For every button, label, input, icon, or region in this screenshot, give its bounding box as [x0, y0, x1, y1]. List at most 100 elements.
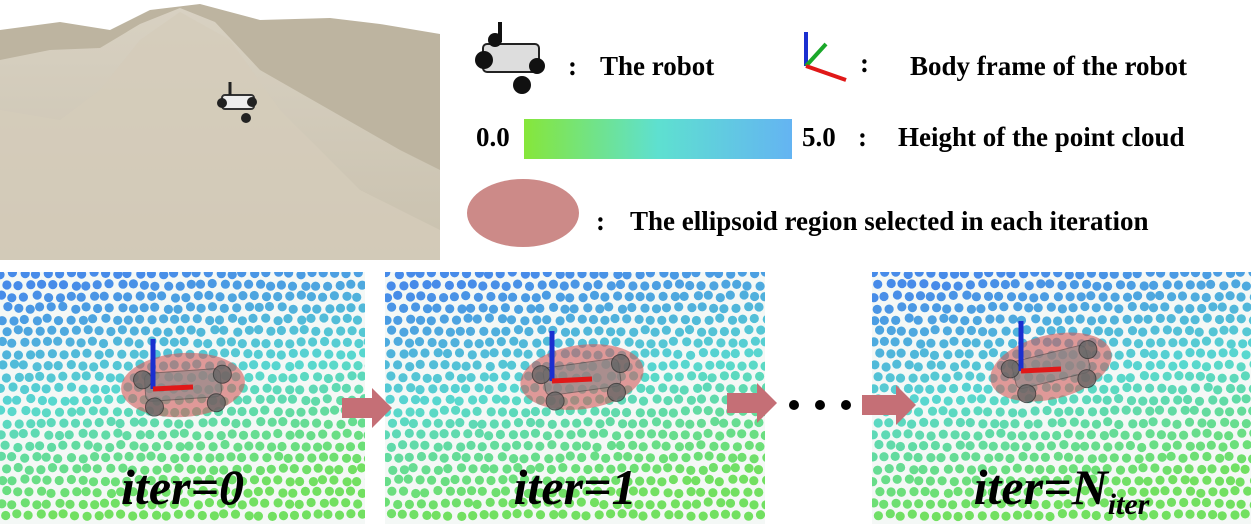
- point: [169, 429, 179, 439]
- point: [394, 474, 404, 484]
- point: [1213, 385, 1223, 395]
- point: [220, 417, 230, 427]
- point: [7, 476, 17, 486]
- point: [12, 509, 22, 519]
- point: [1029, 293, 1039, 303]
- point: [128, 511, 138, 521]
- point: [1045, 464, 1056, 475]
- point: [408, 348, 418, 358]
- point: [1125, 440, 1135, 451]
- point: [335, 372, 345, 382]
- point: [965, 441, 975, 451]
- point: [1109, 337, 1119, 347]
- point: [341, 272, 351, 279]
- point: [399, 417, 410, 427]
- point: [1058, 487, 1068, 497]
- point: [387, 486, 397, 496]
- point: [363, 338, 365, 346]
- point: [440, 360, 450, 370]
- point: [261, 360, 271, 370]
- point: [1139, 302, 1149, 312]
- point: [657, 500, 667, 510]
- point: [25, 304, 35, 314]
- point: [1127, 301, 1137, 312]
- point: [686, 465, 696, 475]
- point: [94, 371, 104, 381]
- point: [767, 465, 776, 474]
- point: [81, 371, 91, 381]
- point: [277, 441, 287, 452]
- point: [535, 488, 546, 498]
- point: [708, 327, 718, 337]
- point: [32, 362, 42, 372]
- point: [1206, 279, 1216, 289]
- point: [1196, 509, 1206, 520]
- point: [1103, 373, 1113, 383]
- point: [693, 338, 703, 348]
- point: [128, 279, 138, 289]
- point: [1127, 326, 1138, 336]
- point: [488, 304, 499, 314]
- point: [98, 338, 109, 349]
- point: [908, 442, 918, 452]
- point: [456, 463, 467, 473]
- point: [308, 477, 318, 487]
- point: [421, 465, 431, 475]
- point: [193, 291, 203, 301]
- point: [1010, 419, 1020, 429]
- point: [82, 511, 92, 521]
- point: [640, 281, 650, 291]
- point: [146, 476, 156, 486]
- point: [514, 486, 524, 496]
- point: [1243, 486, 1251, 496]
- point: [248, 313, 258, 323]
- point: [537, 280, 547, 290]
- point: [691, 476, 701, 486]
- point: [1068, 303, 1078, 313]
- point: [1125, 373, 1135, 383]
- point: [890, 451, 900, 461]
- point: [1213, 360, 1223, 370]
- point: [1122, 499, 1132, 509]
- point: [1229, 440, 1239, 450]
- point: [1190, 292, 1200, 302]
- point: [730, 348, 740, 359]
- point: [0, 290, 7, 300]
- point: [1219, 396, 1229, 406]
- point: [657, 477, 667, 487]
- point: [254, 325, 264, 335]
- point: [1063, 429, 1073, 439]
- point: [518, 339, 529, 349]
- point: [1088, 474, 1098, 484]
- point: [728, 338, 738, 348]
- point: [256, 279, 266, 289]
- point: [21, 405, 31, 416]
- point: [497, 452, 507, 462]
- point: [535, 463, 545, 473]
- point: [663, 488, 673, 498]
- point: [439, 405, 449, 415]
- point: [873, 279, 883, 289]
- point: [319, 313, 329, 323]
- point: [249, 407, 259, 417]
- point: [1145, 429, 1155, 439]
- point: [984, 477, 994, 487]
- point: [535, 441, 545, 451]
- point: [485, 361, 495, 372]
- point: [53, 454, 63, 464]
- point: [477, 486, 487, 496]
- point: [1247, 338, 1251, 347]
- point: [262, 453, 272, 463]
- wheel: [144, 397, 164, 417]
- point: [92, 464, 102, 474]
- point: [320, 406, 330, 416]
- point: [731, 510, 741, 520]
- point: [896, 326, 906, 336]
- legend-label: Height of the point cloud: [898, 122, 1185, 152]
- point: [1138, 327, 1148, 337]
- point: [357, 463, 365, 473]
- point: [285, 339, 295, 349]
- point: [1166, 497, 1177, 507]
- point: [386, 349, 396, 359]
- point: [1046, 441, 1056, 451]
